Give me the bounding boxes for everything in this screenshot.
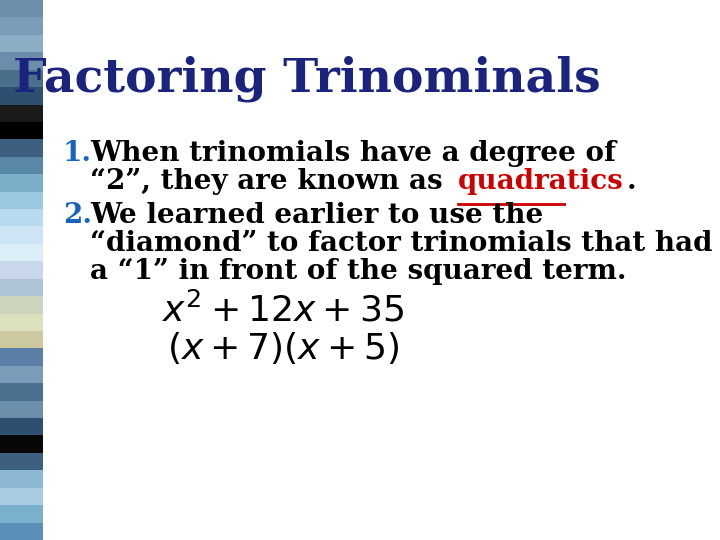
Bar — [0, 192, 43, 209]
Bar — [0, 0, 43, 17]
Bar — [0, 348, 43, 366]
Bar — [0, 209, 43, 226]
Bar — [0, 139, 43, 157]
Bar — [0, 174, 43, 192]
Bar — [0, 470, 43, 488]
Bar — [0, 331, 43, 348]
Bar — [0, 261, 43, 279]
Text: Factoring Trinominals: Factoring Trinominals — [13, 55, 600, 102]
Bar — [0, 70, 43, 87]
Bar — [0, 226, 43, 244]
Text: 1.: 1. — [63, 140, 92, 167]
Bar — [0, 488, 43, 505]
Text: $(\mathit{x} + 7)(\mathit{x} + 5)$: $(\mathit{x} + 7)(\mathit{x} + 5)$ — [167, 330, 400, 366]
Bar — [0, 366, 43, 383]
Bar — [0, 87, 43, 105]
Bar — [0, 35, 43, 52]
Bar — [0, 157, 43, 174]
Bar — [0, 244, 43, 261]
Bar — [0, 505, 43, 523]
Bar — [0, 453, 43, 470]
Bar — [0, 314, 43, 331]
Bar — [0, 279, 43, 296]
Text: We learned earlier to use the: We learned earlier to use the — [91, 202, 544, 229]
Text: quadratics: quadratics — [458, 168, 624, 195]
Bar — [0, 105, 43, 122]
Bar — [0, 401, 43, 418]
Bar — [0, 122, 43, 139]
Bar — [0, 435, 43, 453]
Bar — [0, 523, 43, 540]
Bar — [0, 17, 43, 35]
Text: 2.: 2. — [63, 202, 92, 229]
Text: “2”, they are known as: “2”, they are known as — [91, 168, 453, 195]
Text: .: . — [626, 168, 636, 195]
Text: When trinomials have a degree of: When trinomials have a degree of — [91, 140, 616, 167]
Text: $\mathit{x}^2 + 12\mathit{x} + 35$: $\mathit{x}^2 + 12\mathit{x} + 35$ — [162, 292, 404, 328]
Bar — [0, 52, 43, 70]
Bar — [0, 418, 43, 435]
Text: “diamond” to factor trinomials that had: “diamond” to factor trinomials that had — [91, 230, 713, 257]
Bar — [0, 296, 43, 314]
Bar — [0, 383, 43, 401]
Text: a “1” in front of the squared term.: a “1” in front of the squared term. — [91, 258, 627, 285]
